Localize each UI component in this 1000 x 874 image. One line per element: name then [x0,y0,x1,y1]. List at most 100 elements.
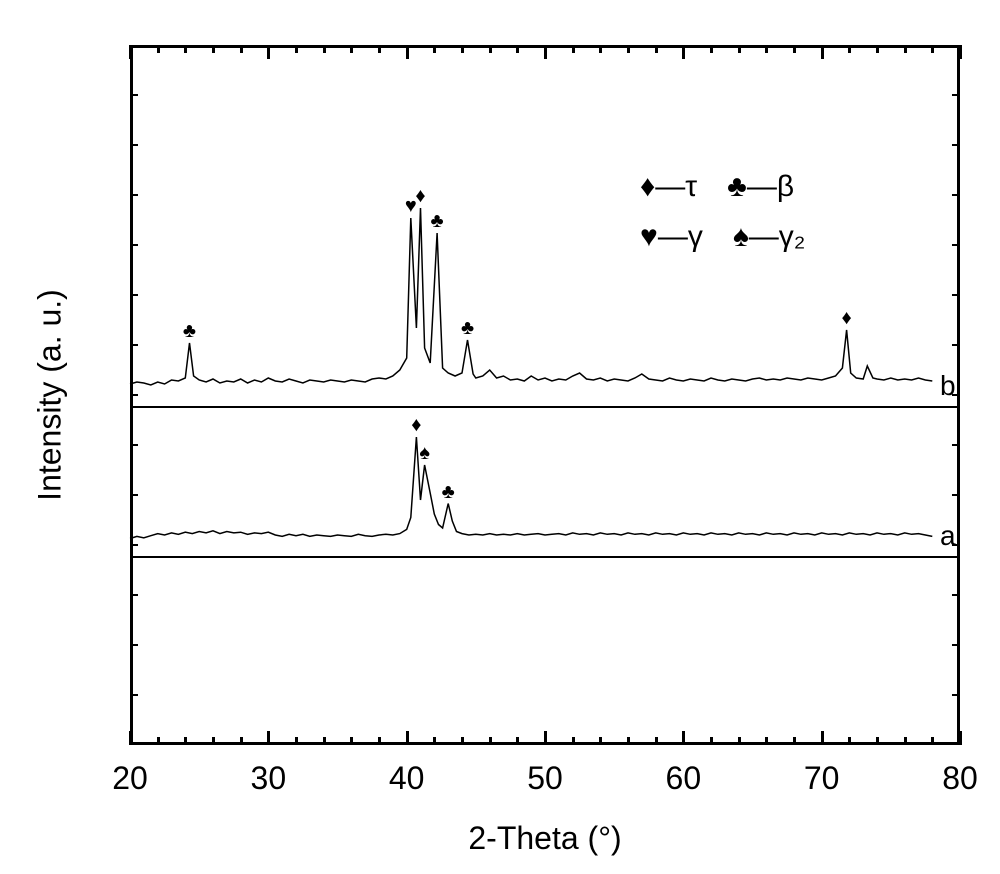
x-tick-top [323,45,326,53]
y-tick-right [952,594,960,596]
y-tick [130,194,138,196]
x-tick [959,731,962,745]
x-tick [240,737,243,745]
x-tick-label: 30 [251,760,287,797]
x-tick-top [959,45,962,59]
y-tick [130,694,138,696]
y-tick-right [952,294,960,296]
panel-divider [130,406,960,408]
x-tick-top [931,45,934,53]
y-tick-right [952,444,960,446]
x-tick-top [433,45,436,53]
y-tick [130,494,138,496]
x-tick [516,737,519,745]
y-tick-right [952,344,960,346]
y-tick [130,594,138,596]
x-tick [157,737,160,745]
y-tick-right [952,244,960,246]
x-tick [738,737,741,745]
x-tick [572,737,575,745]
y-tick-right [952,194,960,196]
x-tick-top [157,45,160,53]
x-tick [599,737,602,745]
x-tick-top [516,45,519,53]
x-tick [876,737,879,745]
peak-marker-club: ♣ [442,482,455,502]
x-tick [461,737,464,745]
x-tick-top [184,45,187,53]
peak-marker-club: ♣ [461,318,474,338]
y-tick-right [952,144,960,146]
x-tick-top [738,45,741,53]
x-tick [655,737,658,745]
y-tick [130,94,138,96]
x-tick [627,737,630,745]
x-tick [129,731,132,745]
x-tick [267,731,270,745]
y-tick [130,644,138,646]
y-tick-right [952,694,960,696]
x-tick [212,737,215,745]
x-tick-label: 70 [804,760,840,797]
x-tick-top [599,45,602,53]
y-tick-right [952,644,960,646]
y-tick [130,244,138,246]
legend-item: ♠—γ₂ [733,220,806,254]
x-tick-top [129,45,132,59]
x-tick [931,737,934,745]
y-tick [130,394,138,396]
x-tick-top [378,45,381,53]
peak-marker-diamond: ♦ [415,186,425,206]
peak-marker-diamond: ♦ [411,415,421,435]
x-tick-top [655,45,658,53]
x-tick-top [295,45,298,53]
x-tick-top [267,45,270,59]
panel-divider [130,556,960,558]
x-tick [904,737,907,745]
x-tick-top [461,45,464,53]
x-tick-label: 40 [389,760,425,797]
peak-marker-club: ♣ [431,211,444,231]
x-tick-top [821,45,824,59]
x-tick [765,737,768,745]
x-tick-top [793,45,796,53]
x-tick [544,731,547,745]
x-tick-top [406,45,409,59]
xrd-trace [130,437,932,539]
x-tick-top [489,45,492,53]
x-tick-label: 20 [112,760,148,797]
legend: ♦—τ ♣—β ♥—γ ♠—γ₂ [640,170,835,254]
x-tick-label: 50 [527,760,563,797]
series-label: b [940,370,956,402]
y-tick [130,294,138,296]
x-tick-label: 60 [666,760,702,797]
x-tick [350,737,353,745]
y-tick [130,544,138,546]
peak-marker-diamond: ♦ [841,308,851,328]
x-tick [710,737,713,745]
x-tick-top [904,45,907,53]
x-tick [489,737,492,745]
legend-item: ♣—β [727,170,794,204]
x-tick-top [350,45,353,53]
x-tick [295,737,298,745]
x-tick [682,731,685,745]
y-tick-right [952,494,960,496]
x-tick-top [876,45,879,53]
xrd-figure: Intensity (a. u.) 2-Theta (°) 2030405060… [0,0,1000,874]
peak-marker-spade: ♠ [419,443,430,463]
x-tick [323,737,326,745]
x-tick-top [240,45,243,53]
legend-item: ♥—γ [640,220,703,254]
peak-marker-club: ♣ [183,321,196,341]
legend-item: ♦—τ [640,170,697,204]
x-tick [433,737,436,745]
x-tick [184,737,187,745]
y-tick [130,444,138,446]
y-tick [130,344,138,346]
x-tick-top [544,45,547,59]
x-tick [848,737,851,745]
series-label: a [940,520,956,552]
x-tick-label: 80 [942,760,978,797]
x-tick-top [848,45,851,53]
